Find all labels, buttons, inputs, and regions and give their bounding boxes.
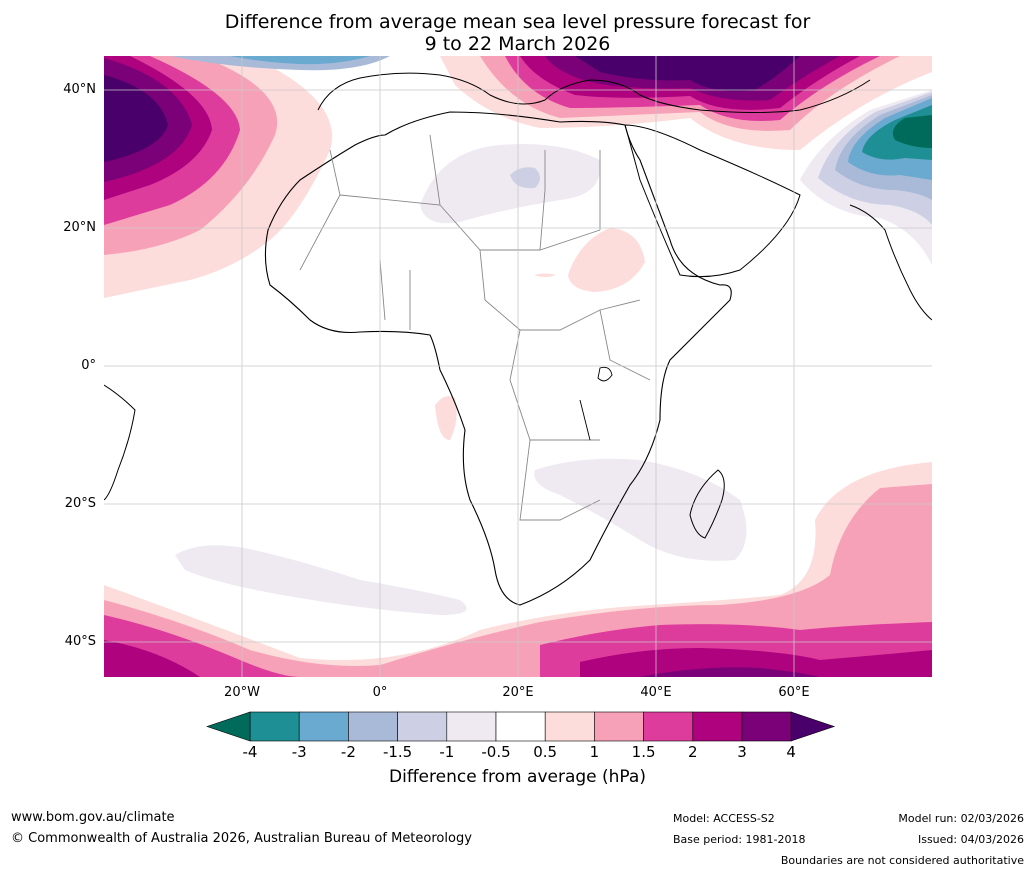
africa-coastline: [264, 111, 732, 606]
anomaly-southern-africa-neg: [534, 458, 747, 561]
colorbar-bin: [397, 711, 448, 742]
lat-label-40n: 40°N: [63, 82, 96, 97]
colorbar-bin: [643, 711, 694, 742]
madagascar-coastline: [689, 469, 725, 539]
colorbar: [206, 711, 836, 742]
colorbar-tick: -1: [439, 743, 455, 761]
colorbar-tick: -1.5: [382, 743, 413, 761]
colorbar-title: Difference from average (hPa): [389, 767, 646, 787]
anomaly-north-atlantic-neg-core: [230, 56, 370, 65]
lon-label-0: 0°: [372, 685, 388, 700]
graticule: [104, 56, 932, 677]
model-text: Model: ACCESS-S2: [673, 812, 775, 825]
colorbar-tick: -2: [340, 743, 356, 761]
lat-label-20n: 20°N: [63, 220, 96, 235]
model-run-text: Model run: 02/03/2026: [898, 812, 1024, 825]
anomaly-east-africa-pos: [568, 228, 645, 292]
colorbar-tick: 1: [589, 743, 600, 761]
colorbar-extend-high: [790, 711, 836, 742]
colorbar-tick: 4: [786, 743, 796, 761]
colorbar-tick: 0.5: [533, 743, 558, 761]
anomaly-south-atlantic-neg: [175, 545, 467, 615]
south-america-coastline: [104, 384, 136, 501]
colorbar-bin: [298, 711, 349, 742]
lon-label-60e: 60°E: [778, 685, 810, 700]
colorbar-tick: 3: [737, 743, 747, 761]
colorbar-bin: [594, 711, 644, 742]
copyright-text: © Commonwealth of Australia 2026, Austra…: [11, 831, 472, 846]
country-borders: [299, 134, 651, 521]
anomaly-nw-atlantic-4: [104, 75, 168, 162]
map-title-line1: Difference from average mean sea level p…: [224, 11, 811, 33]
lat-label-0: 0°: [81, 358, 96, 373]
colorbar-bin: [249, 711, 300, 742]
website-link[interactable]: www.bom.gov.au/climate: [11, 810, 175, 825]
colorbar-bin: [692, 711, 743, 742]
anomaly-med-4: [575, 56, 800, 92]
anomaly-sahara-neg: [420, 144, 601, 224]
anomaly-asia-neg-4: [892, 115, 932, 148]
india-coastline: [849, 204, 932, 321]
anomaly-sahara-neg-core: [510, 167, 540, 189]
anomaly-central-africa-pos-small: [534, 273, 556, 277]
anomaly-south-indian-3: [640, 667, 820, 677]
lon-label-40e: 40°E: [640, 685, 672, 700]
lon-label-20w: 20°W: [224, 685, 260, 700]
colorbar-tick: -0.5: [481, 743, 511, 761]
colorbar-tick: 1.5: [631, 743, 656, 761]
base-period-text: Base period: 1981-2018: [673, 833, 806, 846]
arabia-coastline: [624, 124, 801, 278]
disclaimer-text: Boundaries are not considered authoritat…: [780, 854, 1024, 867]
issued-text: Issued: 04/03/2026: [917, 833, 1024, 846]
colorbar-bin: [544, 711, 595, 742]
anomaly-guinea-gulf-pos: [435, 396, 457, 440]
colorbar-bin: [741, 711, 792, 742]
colorbar-extend-low: [206, 711, 251, 742]
colorbar-tick: -4: [242, 743, 258, 761]
lat-label-40s: 40°S: [64, 634, 96, 649]
colorbar-bin: [495, 711, 546, 742]
lon-label-20e: 20°E: [502, 685, 534, 700]
colorbar-tick: -3: [291, 743, 307, 761]
map-title-line2: 9 to 22 March 2026: [424, 33, 611, 55]
colorbar-bin: [446, 711, 497, 742]
lakes: [579, 366, 613, 441]
europe-coastline: [317, 72, 871, 113]
colorbar-tick: 2: [688, 743, 698, 761]
colorbar-bin: [348, 711, 398, 742]
lat-label-20s: 20°S: [64, 496, 96, 511]
